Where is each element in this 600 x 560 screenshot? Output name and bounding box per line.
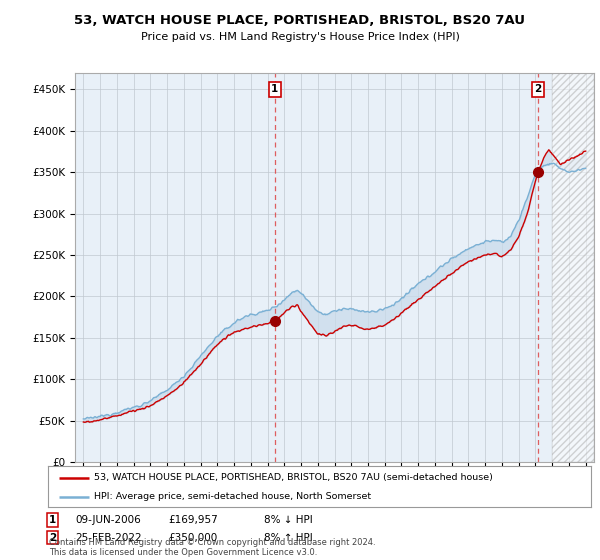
Text: Contains HM Land Registry data © Crown copyright and database right 2024.
This d: Contains HM Land Registry data © Crown c… (49, 538, 376, 557)
Text: 2: 2 (49, 533, 56, 543)
Bar (552, 73, 594, 462)
Text: 1: 1 (49, 515, 56, 525)
Text: £169,957: £169,957 (168, 515, 218, 525)
Text: 25-FEB-2022: 25-FEB-2022 (75, 533, 142, 543)
Text: 1: 1 (271, 85, 278, 95)
Text: £350,000: £350,000 (168, 533, 217, 543)
Text: 09-JUN-2006: 09-JUN-2006 (75, 515, 141, 525)
Text: 8% ↑ HPI: 8% ↑ HPI (264, 533, 313, 543)
Text: Price paid vs. HM Land Registry's House Price Index (HPI): Price paid vs. HM Land Registry's House … (140, 32, 460, 43)
Text: 8% ↓ HPI: 8% ↓ HPI (264, 515, 313, 525)
Text: 2: 2 (534, 85, 542, 95)
Text: 53, WATCH HOUSE PLACE, PORTISHEAD, BRISTOL, BS20 7AU: 53, WATCH HOUSE PLACE, PORTISHEAD, BRIST… (74, 14, 526, 27)
Text: HPI: Average price, semi-detached house, North Somerset: HPI: Average price, semi-detached house,… (94, 492, 371, 501)
Text: 53, WATCH HOUSE PLACE, PORTISHEAD, BRISTOL, BS20 7AU (semi-detached house): 53, WATCH HOUSE PLACE, PORTISHEAD, BRIST… (94, 473, 493, 482)
